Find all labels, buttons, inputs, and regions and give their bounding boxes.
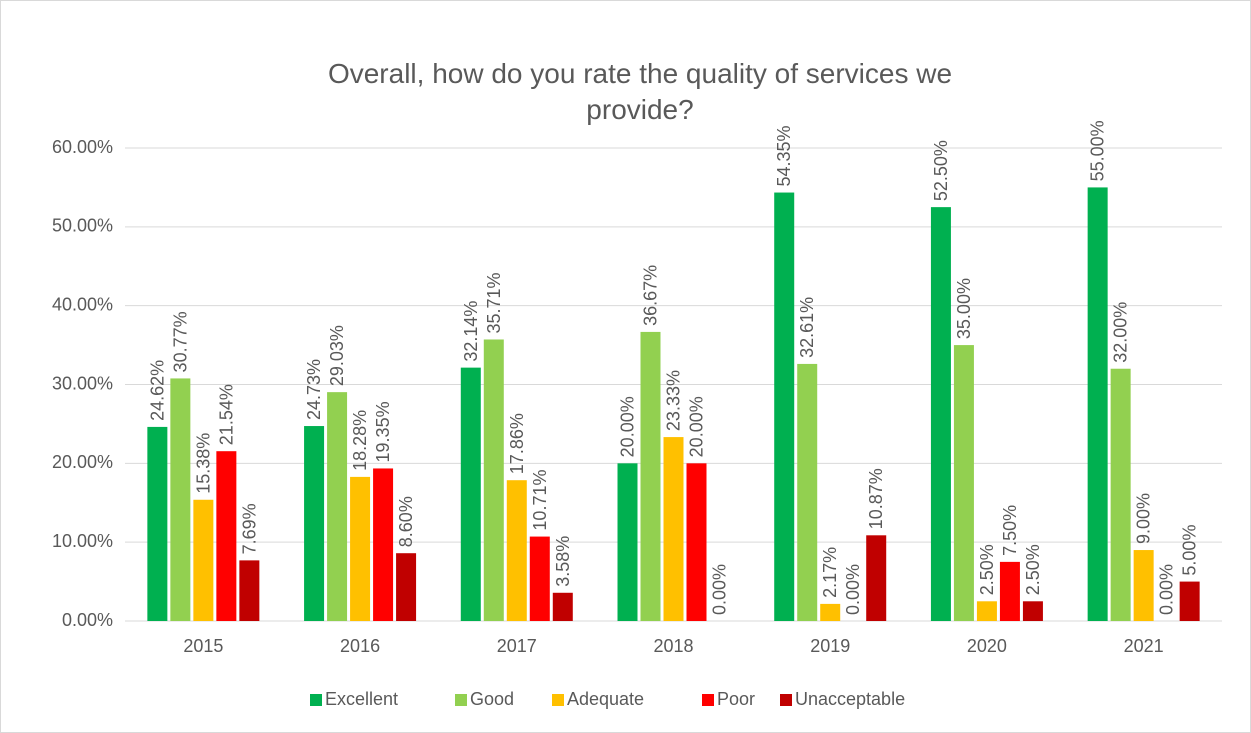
y-tick-label: 40.00% [52, 294, 113, 314]
data-label: 2.50% [1023, 544, 1043, 595]
x-tick-label: 2020 [967, 636, 1007, 656]
bar [866, 535, 887, 621]
x-tick-label: 2017 [497, 636, 537, 656]
bar [820, 603, 841, 621]
bar [663, 437, 684, 621]
bar [529, 536, 550, 621]
bar [930, 207, 951, 621]
data-label: 55.00% [1088, 120, 1108, 181]
legend-label: Adequate [567, 689, 644, 709]
bar [552, 592, 573, 621]
data-label: 21.54% [216, 384, 236, 445]
bar [147, 426, 168, 621]
data-label: 15.38% [193, 433, 213, 494]
bar [350, 476, 371, 621]
legend-swatch [310, 694, 322, 706]
bar [1133, 550, 1154, 621]
bar [460, 367, 481, 621]
chart-title: Overall, how do you rate the quality of … [327, 58, 953, 125]
bar [216, 451, 237, 621]
y-tick-label: 50.00% [52, 216, 113, 236]
data-label: 0.00% [1157, 564, 1177, 615]
data-label: 30.77% [170, 311, 190, 372]
bar [999, 561, 1020, 621]
legend-swatch [455, 694, 467, 706]
legend-swatch [552, 694, 564, 706]
bar [373, 468, 394, 621]
data-label: 23.33% [664, 370, 684, 431]
data-label: 5.00% [1180, 525, 1200, 576]
data-label: 7.69% [239, 503, 259, 554]
data-label: 2.50% [977, 544, 997, 595]
bar [953, 345, 974, 621]
legend-label: Poor [717, 689, 755, 709]
y-tick-label: 10.00% [52, 531, 113, 551]
x-tick-label: 2016 [340, 636, 380, 656]
x-tick-label: 2018 [653, 636, 693, 656]
data-label: 9.00% [1134, 493, 1154, 544]
data-label: 19.35% [373, 401, 393, 462]
bar [1110, 368, 1131, 621]
bar [193, 499, 214, 621]
data-label: 20.00% [618, 396, 638, 457]
bar [976, 601, 997, 621]
data-label: 0.00% [710, 564, 730, 615]
data-label: 36.67% [641, 265, 661, 326]
legend-label: Excellent [325, 689, 398, 709]
bar [239, 560, 260, 621]
x-tick-label: 2021 [1124, 636, 1164, 656]
data-label: 3.58% [553, 536, 573, 587]
data-label: 54.35% [774, 125, 794, 186]
data-label: 35.00% [954, 278, 974, 339]
data-label: 32.61% [797, 297, 817, 358]
data-label: 0.00% [843, 564, 863, 615]
bar [327, 392, 348, 621]
bar [1179, 581, 1200, 621]
bar [506, 480, 527, 621]
data-label: 20.00% [687, 396, 707, 457]
bar [1087, 187, 1108, 621]
x-tick-label: 2015 [183, 636, 223, 656]
legend-label: Good [470, 689, 514, 709]
y-tick-label: 30.00% [52, 373, 113, 393]
data-label: 32.00% [1111, 302, 1131, 363]
data-label: 10.71% [530, 470, 550, 531]
data-label: 17.86% [507, 413, 527, 474]
bar [797, 363, 818, 621]
data-label: 24.73% [304, 359, 324, 420]
bar [1022, 601, 1043, 621]
data-label: 18.28% [350, 410, 370, 471]
data-label: 32.14% [461, 301, 481, 362]
bar [686, 463, 707, 621]
legend-swatch [702, 694, 714, 706]
data-label: 24.62% [147, 360, 167, 421]
y-tick-label: 0.00% [62, 610, 113, 630]
y-tick-label: 60.00% [52, 137, 113, 157]
data-label: 35.71% [484, 272, 504, 333]
data-label: 52.50% [931, 140, 951, 201]
bar [617, 463, 638, 621]
bar [774, 192, 795, 621]
legend-label: Unacceptable [795, 689, 905, 709]
data-label: 2.17% [820, 547, 840, 598]
x-tick-label: 2019 [810, 636, 850, 656]
bar [304, 426, 325, 621]
data-label: 29.03% [327, 325, 347, 386]
bar [396, 553, 417, 621]
bar [640, 331, 661, 621]
legend-swatch [780, 694, 792, 706]
data-label: 8.60% [396, 496, 416, 547]
bar [170, 378, 191, 621]
bar [483, 339, 504, 621]
data-label: 10.87% [866, 468, 886, 529]
y-tick-label: 20.00% [52, 452, 113, 472]
data-label: 7.50% [1000, 505, 1020, 556]
